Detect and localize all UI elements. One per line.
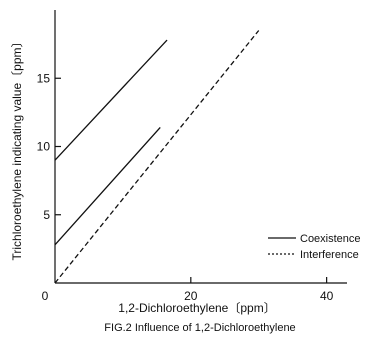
- x-tick-label: 40: [320, 289, 334, 303]
- figure-caption: FIG.2 Influence of 1,2-Dichloroethylene: [104, 322, 295, 334]
- x-tick-label: 20: [184, 289, 198, 303]
- series-line-3: [54, 30, 260, 284]
- x-tick-label: 0: [42, 289, 49, 303]
- y-tick-label: 5: [43, 208, 50, 222]
- series-line-1: [54, 39, 168, 161]
- x-axis-title: 1,2-Dichloroethylene〔ppm〕: [118, 301, 275, 315]
- y-tick-label: 15: [37, 71, 51, 85]
- y-tick-label: 10: [37, 140, 51, 154]
- series-lines: [54, 30, 260, 284]
- y-axis-title: Trichloroethylene indicating value〔ppm〕: [10, 35, 24, 260]
- legend: Coexistence Interference: [268, 233, 361, 261]
- legend-label-interference: Interference: [300, 249, 359, 261]
- legend-label-coexistence: Coexistence: [300, 233, 361, 245]
- ticks: 0 20 40 5 10 15: [37, 71, 334, 303]
- series-line-2: [54, 126, 161, 246]
